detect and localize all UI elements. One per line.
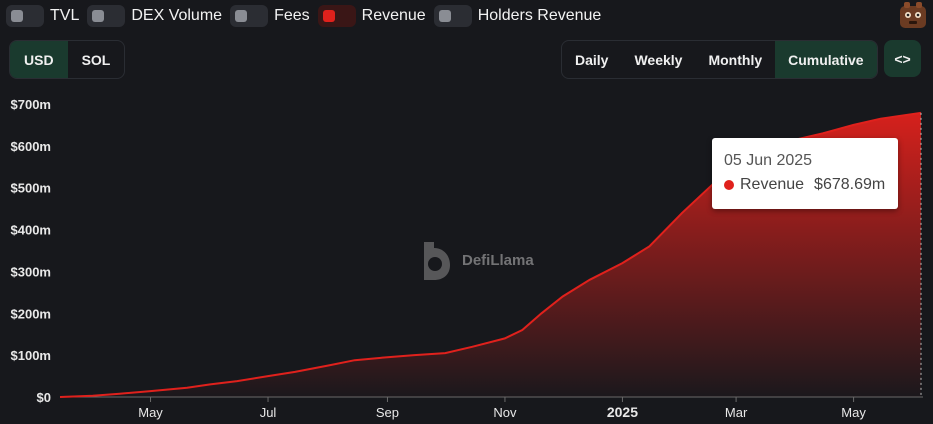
legend-label-tvl: TVL [50, 7, 80, 24]
legend-item-dex-volume[interactable]: DEX Volume [87, 4, 222, 28]
embed-code-button[interactable]: <> [884, 40, 921, 77]
x-tick-label: Sep [376, 405, 399, 420]
x-tick-label: Mar [725, 405, 748, 420]
y-tick-label: $200m [11, 306, 51, 321]
legend-item-revenue[interactable]: Revenue [317, 4, 426, 28]
toggle-tvl-checkbox[interactable] [6, 5, 44, 27]
toggle-fees-checkbox[interactable] [230, 5, 269, 27]
toggle-holders-revenue-checkbox[interactable] [433, 5, 472, 27]
defillama-logo-icon [424, 242, 450, 280]
legend-item-tvl[interactable]: TVL [6, 4, 79, 28]
y-axis: $0 $100m $200m $300m $400m $500m $600m $700m [11, 97, 51, 405]
legend-label-revenue: Revenue [361, 7, 426, 24]
tooltip-row: Revenue $678.69m [724, 176, 885, 194]
currency-sol-button[interactable]: SOL [81, 51, 111, 68]
legend-label-holders-revenue: Holders Revenue [477, 7, 602, 24]
range-daily-button[interactable]: Daily [575, 51, 609, 68]
x-tick-label: 2025 [607, 404, 638, 420]
toggle-revenue-checkbox[interactable] [317, 5, 356, 27]
range-cumulative-button[interactable]: Cumulative [775, 41, 877, 78]
range-weekly-button[interactable]: Weekly [634, 51, 683, 68]
legend-item-holders-revenue[interactable]: Holders Revenue [433, 4, 602, 28]
tooltip-series-dot [724, 180, 734, 190]
x-tick-label: May [841, 405, 866, 420]
legend-label-fees: Fees [274, 7, 310, 24]
x-axis: May Jul Sep Nov 2025 Mar May [60, 396, 923, 420]
legend: TVL DEX Volume Fees Revenue Holders Reve… [6, 4, 601, 28]
range-toggle: Daily Weekly Monthly Cumulative [561, 40, 878, 79]
defillama-watermark: DefiLlama [418, 238, 534, 282]
x-tick-label: Nov [493, 405, 517, 420]
tooltip-date: 05 Jun 2025 [724, 152, 813, 169]
legend-label-dex-volume: DEX Volume [131, 7, 223, 24]
protocol-logo-icon [900, 2, 926, 28]
chart-tooltip: 05 Jun 2025 Revenue $678.69m [712, 138, 898, 209]
y-tick-label: $100m [11, 348, 51, 363]
tooltip-series-value: $678.69m [814, 176, 886, 193]
revenue-area [60, 112, 921, 398]
y-tick-label: $0 [37, 390, 51, 405]
x-tick-label: Jul [260, 405, 277, 420]
toggle-dex-volume-checkbox[interactable] [87, 5, 126, 27]
legend-item-fees[interactable]: Fees [230, 4, 310, 28]
tooltip-series-label: Revenue [740, 176, 805, 193]
y-tick-label: $400m [11, 223, 51, 238]
currency-toggle: USD SOL [9, 40, 126, 79]
y-tick-label: $600m [11, 139, 51, 154]
y-tick-label: $700m [11, 97, 51, 112]
x-tick-label: May [138, 405, 163, 420]
y-tick-label: $500m [11, 181, 51, 196]
y-tick-label: $300m [11, 264, 51, 279]
range-monthly-button[interactable]: Monthly [708, 51, 763, 68]
currency-usd-button[interactable]: USD [10, 41, 68, 78]
watermark-text: DefiLlama [462, 251, 534, 269]
